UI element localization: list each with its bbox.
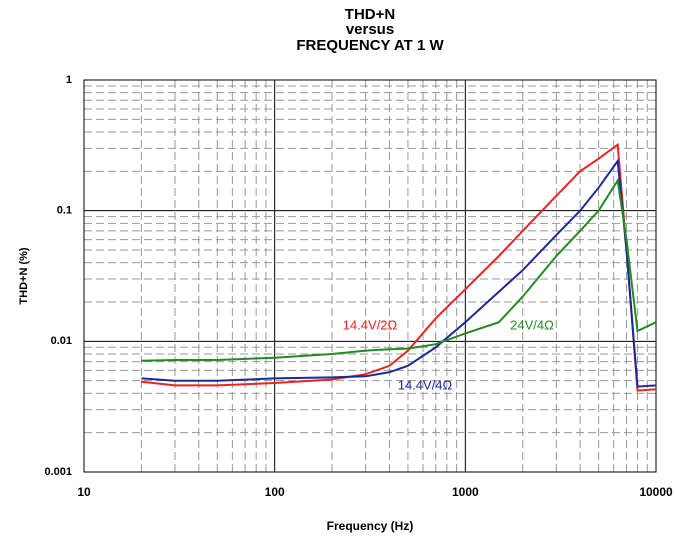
x-tick-label: 100	[265, 485, 285, 499]
x-axis-label: Frequency (Hz)	[327, 519, 414, 533]
y-tick-label: 0.01	[51, 335, 72, 347]
series-label: 14.4V/2Ω	[343, 317, 398, 332]
series-line	[141, 158, 657, 388]
chart-title: versus	[346, 21, 394, 38]
y-axis-label: THD+N (%)	[18, 247, 30, 304]
y-tick-label: 0.001	[44, 466, 72, 478]
x-tick-label: 10000	[639, 485, 673, 499]
x-tick-label: 10	[77, 485, 91, 499]
series-line	[141, 142, 657, 392]
series-label: 14.4V/4Ω	[398, 377, 453, 392]
plot-frame	[83, 79, 657, 473]
series-label: 24V/4Ω	[510, 317, 554, 332]
chart-title: FREQUENCY AT 1 W	[296, 37, 444, 54]
chart-title: THD+N	[345, 6, 395, 23]
y-tick-label: 1	[66, 74, 72, 86]
series-line	[141, 177, 657, 362]
y-tick-label: 0.1	[57, 205, 72, 217]
x-tick-label: 1000	[452, 485, 479, 499]
